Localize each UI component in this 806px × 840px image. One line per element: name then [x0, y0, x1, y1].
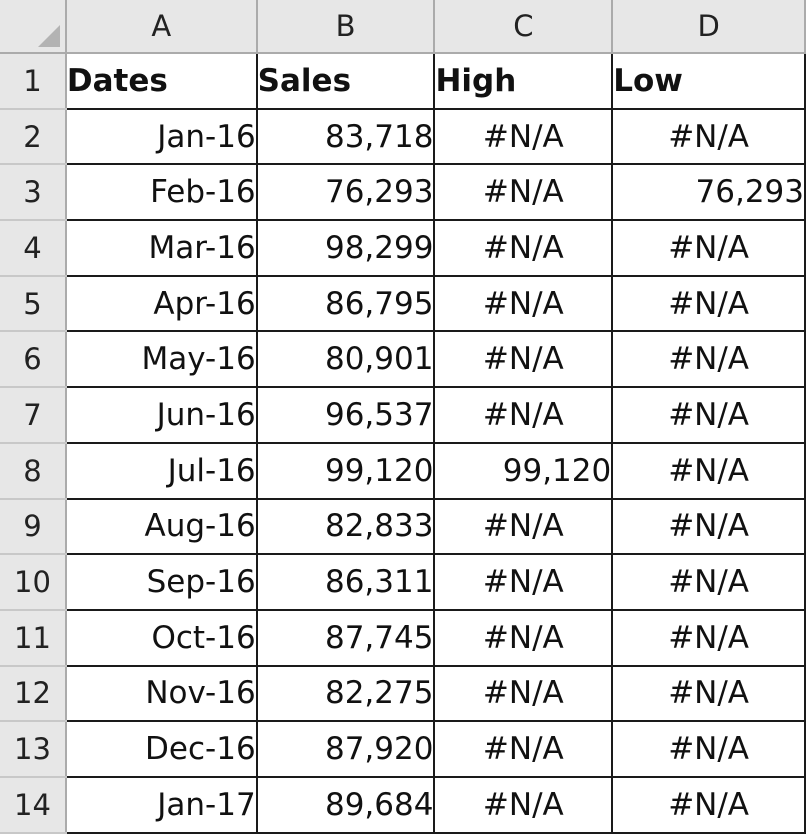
cell-header-low[interactable]: Low: [611, 52, 806, 110]
table-row: 10 Sep-16 86,311 #N/A #N/A: [0, 553, 806, 611]
cell-sales[interactable]: 82,275: [255, 664, 436, 723]
cell-low[interactable]: #N/A: [611, 608, 806, 667]
table-row: 7 Jun-16 96,537 #N/A #N/A: [0, 386, 806, 444]
table-row: 11 Oct-16 87,745 #N/A #N/A: [0, 608, 806, 667]
cell-sales[interactable]: 83,718: [255, 107, 436, 166]
cell-sales[interactable]: 89,684: [255, 775, 436, 834]
cell-low[interactable]: #N/A: [611, 553, 806, 611]
cell-date[interactable]: Mar-16: [64, 219, 258, 277]
cell-high[interactable]: #N/A: [433, 219, 614, 277]
cell-date[interactable]: Jul-16: [64, 441, 258, 500]
cell-date[interactable]: Sep-16: [64, 553, 258, 611]
cell-sales[interactable]: 76,293: [255, 163, 436, 222]
cell-low[interactable]: #N/A: [611, 386, 806, 444]
cell-high[interactable]: #N/A: [433, 497, 614, 556]
column-header-d[interactable]: D: [612, 0, 806, 54]
cell-date[interactable]: Dec-16: [64, 720, 258, 778]
row-header[interactable]: 7: [0, 387, 67, 444]
cell-low[interactable]: 76,293: [611, 163, 806, 222]
table-row: 2 Jan-16 83,718 #N/A #N/A: [0, 107, 806, 166]
row-header[interactable]: 11: [0, 609, 67, 667]
row-header[interactable]: 13: [0, 721, 67, 778]
row-header[interactable]: 12: [0, 665, 67, 723]
column-header-row: A B C D: [0, 0, 806, 54]
cell-low[interactable]: #N/A: [611, 107, 806, 166]
cell-sales[interactable]: 86,795: [255, 274, 436, 333]
cell-date[interactable]: Jan-17: [64, 775, 258, 834]
cell-date[interactable]: Apr-16: [64, 274, 258, 333]
cell-date[interactable]: Feb-16: [64, 163, 258, 222]
cell-high[interactable]: #N/A: [433, 386, 614, 444]
cell-sales[interactable]: 86,311: [255, 553, 436, 611]
cell-sales[interactable]: 99,120: [255, 441, 436, 500]
select-all-triangle-icon: [37, 25, 60, 47]
table-row: 1 Dates Sales High Low: [0, 52, 806, 110]
row-header[interactable]: 3: [0, 164, 67, 222]
table-row: 13 Dec-16 87,920 #N/A #N/A: [0, 720, 806, 778]
cell-date[interactable]: Jan-16: [64, 107, 258, 166]
row-header[interactable]: 1: [0, 53, 67, 110]
row-header[interactable]: 2: [0, 108, 67, 166]
cell-date[interactable]: Nov-16: [64, 664, 258, 723]
cell-low[interactable]: #N/A: [611, 274, 806, 333]
row-header[interactable]: 8: [0, 442, 67, 500]
cell-high[interactable]: #N/A: [433, 720, 614, 778]
cell-date[interactable]: May-16: [64, 330, 258, 389]
column-header-c[interactable]: C: [434, 0, 614, 54]
table-row: 8 Jul-16 99,120 99,120 #N/A: [0, 441, 806, 500]
cell-low[interactable]: #N/A: [611, 775, 806, 834]
row-header[interactable]: 6: [0, 331, 67, 389]
cell-low[interactable]: #N/A: [611, 664, 806, 723]
cell-high[interactable]: 99,120: [433, 441, 614, 500]
cell-sales[interactable]: 87,745: [255, 608, 436, 667]
cell-header-dates[interactable]: Dates: [64, 52, 258, 110]
cell-sales[interactable]: 96,537: [255, 386, 436, 444]
row-header[interactable]: 4: [0, 220, 67, 277]
cell-low[interactable]: #N/A: [611, 330, 806, 389]
cell-sales[interactable]: 82,833: [255, 497, 436, 556]
row-header[interactable]: 5: [0, 275, 67, 333]
cell-low[interactable]: #N/A: [611, 497, 806, 556]
cell-high[interactable]: #N/A: [433, 107, 614, 166]
cell-sales[interactable]: 80,901: [255, 330, 436, 389]
table-row: 12 Nov-16 82,275 #N/A #N/A: [0, 664, 806, 723]
table-row: 4 Mar-16 98,299 #N/A #N/A: [0, 219, 806, 277]
table-row: 5 Apr-16 86,795 #N/A #N/A: [0, 274, 806, 333]
cell-high[interactable]: #N/A: [433, 775, 614, 834]
cell-header-sales[interactable]: Sales: [255, 52, 436, 110]
cell-high[interactable]: #N/A: [433, 274, 614, 333]
cell-date[interactable]: Jun-16: [64, 386, 258, 444]
cell-high[interactable]: #N/A: [433, 163, 614, 222]
cell-high[interactable]: #N/A: [433, 664, 614, 723]
cell-high[interactable]: #N/A: [433, 608, 614, 667]
row-header[interactable]: 10: [0, 554, 67, 611]
table-row: 6 May-16 80,901 #N/A #N/A: [0, 330, 806, 389]
cell-header-high[interactable]: High: [433, 52, 614, 110]
cell-high[interactable]: #N/A: [433, 553, 614, 611]
cell-date[interactable]: Oct-16: [64, 608, 258, 667]
row-header[interactable]: 14: [0, 776, 67, 834]
cell-sales[interactable]: 87,920: [255, 720, 436, 778]
cell-low[interactable]: #N/A: [611, 441, 806, 500]
table-row: 14 Jan-17 89,684 #N/A #N/A: [0, 775, 806, 834]
column-header-a[interactable]: A: [65, 0, 258, 54]
cell-date[interactable]: Aug-16: [64, 497, 258, 556]
cell-low[interactable]: #N/A: [611, 219, 806, 277]
table-row: 9 Aug-16 82,833 #N/A #N/A: [0, 497, 806, 556]
cell-sales[interactable]: 98,299: [255, 219, 436, 277]
select-all-button[interactable]: [0, 0, 67, 54]
table-row: 3 Feb-16 76,293 #N/A 76,293: [0, 163, 806, 222]
cell-high[interactable]: #N/A: [433, 330, 614, 389]
row-header[interactable]: 9: [0, 498, 67, 556]
cell-low[interactable]: #N/A: [611, 720, 806, 778]
column-header-b[interactable]: B: [256, 0, 436, 54]
